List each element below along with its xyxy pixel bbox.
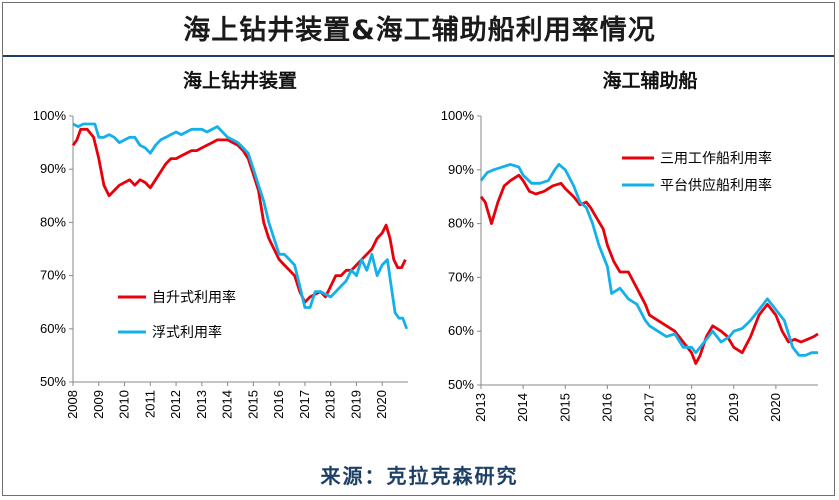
source-note: 来源：克拉克森研究 bbox=[320, 464, 519, 488]
x-tick-label: 2011 bbox=[142, 390, 157, 418]
series-line-red bbox=[71, 127, 407, 304]
series-line-blue bbox=[72, 122, 409, 330]
chart-drilling-rigs: 50% 60% 70% 80% 90% 100% 2008 2009 2010 2011 2012 2… bbox=[33, 108, 409, 419]
x-tick-label: 2012 bbox=[168, 390, 183, 419]
x-tick-label: 2018 bbox=[684, 393, 699, 422]
legend-label: 三用工作船利用率 bbox=[660, 150, 772, 167]
y-tick-label: 100% bbox=[33, 108, 67, 123]
legend-label: 平台供应船利用率 bbox=[660, 177, 772, 194]
title-divider bbox=[3, 55, 834, 57]
x-tick-label: 2013 bbox=[194, 390, 209, 419]
y-tick-label: 70% bbox=[40, 268, 66, 283]
y-tick-label: 50% bbox=[448, 377, 474, 392]
x-tick-label: 2009 bbox=[91, 390, 106, 419]
chart-offshore-support-vessels: 50% 60% 70% 80% 90% 100% 2013 2014 2015 2016 2017 2… bbox=[441, 108, 819, 422]
x-tick-label: 2014 bbox=[515, 393, 530, 422]
main-title: 海上钻井装置&海工辅助船利用率情况 bbox=[183, 15, 656, 46]
y-tick-label: 70% bbox=[448, 269, 474, 284]
y-tick-label: 50% bbox=[40, 374, 66, 389]
y-tick-label: 100% bbox=[441, 108, 475, 123]
left-panel-title: 海上钻井装置 bbox=[182, 70, 297, 92]
y-tick-label: 60% bbox=[40, 321, 66, 336]
y-tick-label: 90% bbox=[40, 161, 66, 176]
legend-label: 自升式利用率 bbox=[152, 289, 236, 306]
x-tick-label: 2018 bbox=[323, 390, 338, 419]
y-tick-label: 90% bbox=[448, 162, 474, 177]
x-tick-label: 2019 bbox=[726, 393, 741, 422]
series-line-blue bbox=[479, 163, 818, 357]
x-tick-label: 2010 bbox=[117, 390, 132, 419]
y-tick-label: 60% bbox=[448, 323, 474, 338]
x-tick-label: 2008 bbox=[65, 390, 80, 419]
right-panel-title: 海工辅助船 bbox=[602, 70, 698, 92]
x-tick-label: 2014 bbox=[220, 390, 235, 419]
legend-label: 浮式利用率 bbox=[152, 324, 222, 341]
y-tick-label: 80% bbox=[40, 214, 66, 229]
x-tick-label: 2016 bbox=[271, 390, 286, 419]
x-tick-label: 2017 bbox=[642, 393, 657, 422]
x-tick-label: 2020 bbox=[374, 390, 389, 419]
y-tick-label: 80% bbox=[448, 216, 474, 231]
series-line-red bbox=[479, 173, 819, 365]
x-tick-label: 2013 bbox=[473, 393, 488, 422]
x-tick-label: 2015 bbox=[557, 393, 572, 422]
x-tick-label: 2020 bbox=[768, 393, 783, 422]
x-tick-label: 2016 bbox=[599, 393, 614, 422]
x-tick-label: 2017 bbox=[297, 390, 312, 419]
x-tick-label: 2015 bbox=[245, 390, 260, 419]
x-tick-label: 2019 bbox=[348, 390, 363, 419]
